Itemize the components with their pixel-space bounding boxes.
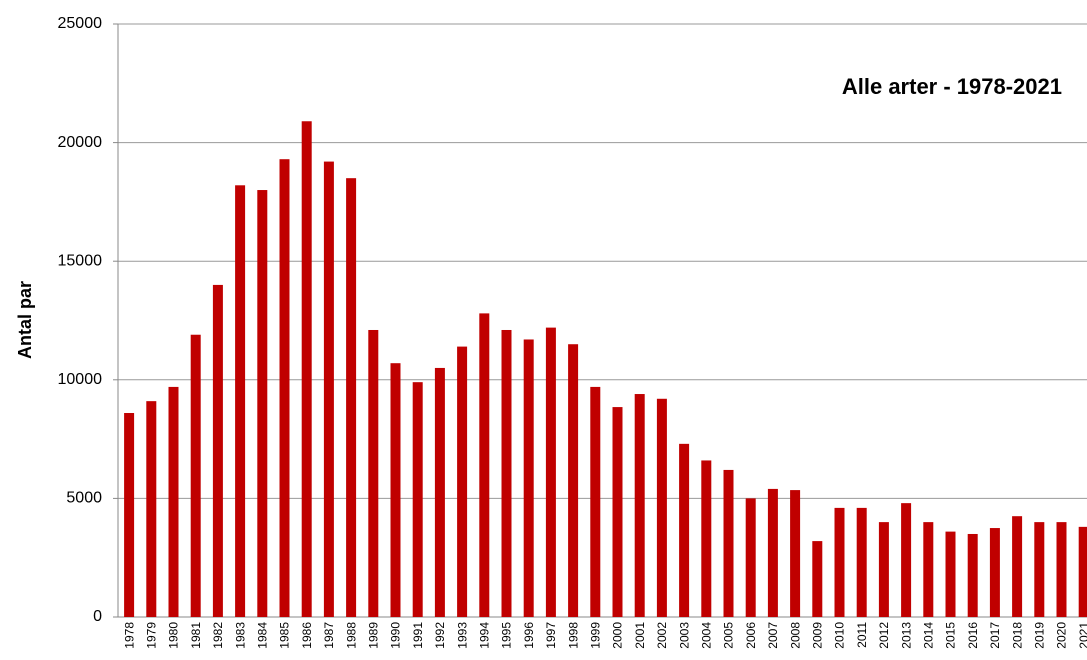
bar: [501, 329, 512, 617]
x-tick-label: 1981: [189, 622, 203, 649]
x-tick-label: 2008: [788, 622, 802, 649]
y-tick-label: 20000: [58, 134, 103, 151]
chart-title: Alle arter - 1978-2021: [842, 74, 1062, 99]
x-tick-label: 1992: [433, 622, 447, 649]
bar: [656, 398, 667, 617]
x-tick-label: 1998: [566, 622, 580, 649]
x-tick-label: 2018: [1010, 622, 1024, 649]
x-tick-label: 1979: [144, 622, 158, 649]
x-tick-label: 2016: [966, 622, 980, 649]
bar: [745, 498, 756, 617]
bar: [434, 367, 445, 617]
bar: [812, 541, 823, 617]
x-tick-label: 1996: [522, 622, 536, 649]
bar: [612, 407, 623, 617]
y-axis-label: Antal par: [15, 281, 35, 359]
x-tick-label: 1982: [211, 622, 225, 649]
bar: [790, 490, 801, 617]
bar: [279, 159, 290, 618]
x-tick-label: 2019: [1032, 622, 1046, 649]
bar: [168, 386, 179, 617]
x-tick-label: 1991: [411, 622, 425, 649]
bar: [634, 394, 645, 617]
x-tick-label: 2014: [921, 622, 935, 649]
x-tick-label: 2013: [899, 622, 913, 649]
bar: [390, 363, 401, 617]
bar: [323, 161, 334, 618]
bar: [1034, 522, 1045, 617]
bar: [945, 531, 956, 617]
bar: [190, 334, 201, 617]
bar: [523, 339, 534, 617]
bar: [1078, 526, 1087, 617]
x-tick-label: 1995: [500, 622, 514, 649]
y-tick-label: 5000: [66, 490, 102, 507]
x-tick-label: 1989: [366, 622, 380, 649]
bar: [368, 329, 379, 617]
bar: [723, 469, 734, 617]
x-tick-label: 2017: [988, 622, 1002, 649]
x-tick-label: 1985: [278, 622, 292, 649]
x-tick-label: 1990: [389, 622, 403, 649]
bar: [146, 401, 157, 617]
x-tick-label: 1994: [477, 622, 491, 649]
bar: [235, 185, 246, 617]
x-tick-label: 1987: [322, 622, 336, 649]
x-tick-label: 2009: [810, 622, 824, 649]
bar: [301, 121, 312, 617]
y-tick-label: 25000: [58, 15, 103, 32]
x-tick-label: 2006: [744, 622, 758, 649]
bar: [545, 327, 556, 617]
bar: [590, 386, 601, 617]
x-tick-label: 1997: [544, 622, 558, 649]
y-tick-label: 0: [93, 608, 102, 625]
x-tick-label: 1984: [255, 622, 269, 649]
x-tick-label: 2015: [944, 622, 958, 649]
x-tick-label: 1983: [233, 622, 247, 649]
x-tick-label: 2000: [611, 622, 625, 649]
x-tick-label: 1999: [588, 622, 602, 649]
x-tick-label: 1993: [455, 622, 469, 649]
bar: [901, 503, 912, 617]
x-tick-label: 2012: [877, 622, 891, 649]
x-tick-label: 1978: [122, 622, 136, 649]
bar: [767, 488, 778, 617]
bar: [1012, 516, 1023, 617]
x-tick-label: 1980: [167, 622, 181, 649]
bar: [346, 178, 357, 617]
bar: [257, 190, 268, 618]
x-tick-label: 1986: [300, 622, 314, 649]
bar: [679, 443, 690, 617]
x-tick-label: 2011: [855, 622, 869, 648]
bar: [457, 346, 468, 617]
bar: [856, 507, 867, 617]
y-tick-label: 15000: [58, 252, 103, 269]
x-tick-label: 2004: [699, 622, 713, 649]
bar: [124, 413, 135, 617]
bar: [967, 533, 978, 617]
x-tick-label: 2010: [833, 622, 847, 649]
bar: [412, 382, 423, 617]
x-tick-label: 2002: [655, 622, 669, 649]
x-tick-label: 2020: [1055, 622, 1069, 649]
bar: [701, 460, 712, 617]
bar: [568, 344, 579, 617]
bar: [878, 522, 889, 617]
bar: [834, 507, 845, 617]
x-tick-label: 2007: [766, 622, 780, 649]
y-tick-label: 10000: [58, 371, 103, 388]
x-tick-label: 2001: [633, 622, 647, 649]
x-tick-label: 2005: [722, 622, 736, 649]
x-tick-label: 2021: [1077, 622, 1087, 649]
x-tick-label: 1988: [344, 622, 358, 649]
bar: [1056, 522, 1067, 617]
bar: [989, 528, 1000, 617]
x-tick-label: 2003: [677, 622, 691, 649]
bar: [212, 284, 223, 617]
bar: [479, 313, 490, 617]
bar: [923, 522, 934, 617]
